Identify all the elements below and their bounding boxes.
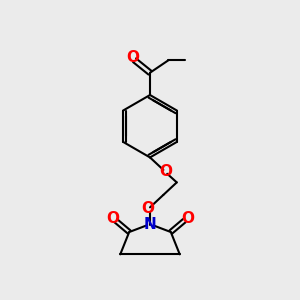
Text: O: O: [181, 212, 194, 226]
Text: O: O: [159, 164, 172, 178]
Text: O: O: [106, 212, 119, 226]
Text: O: O: [127, 50, 140, 65]
Text: N: N: [144, 217, 156, 232]
Text: O: O: [141, 201, 154, 216]
